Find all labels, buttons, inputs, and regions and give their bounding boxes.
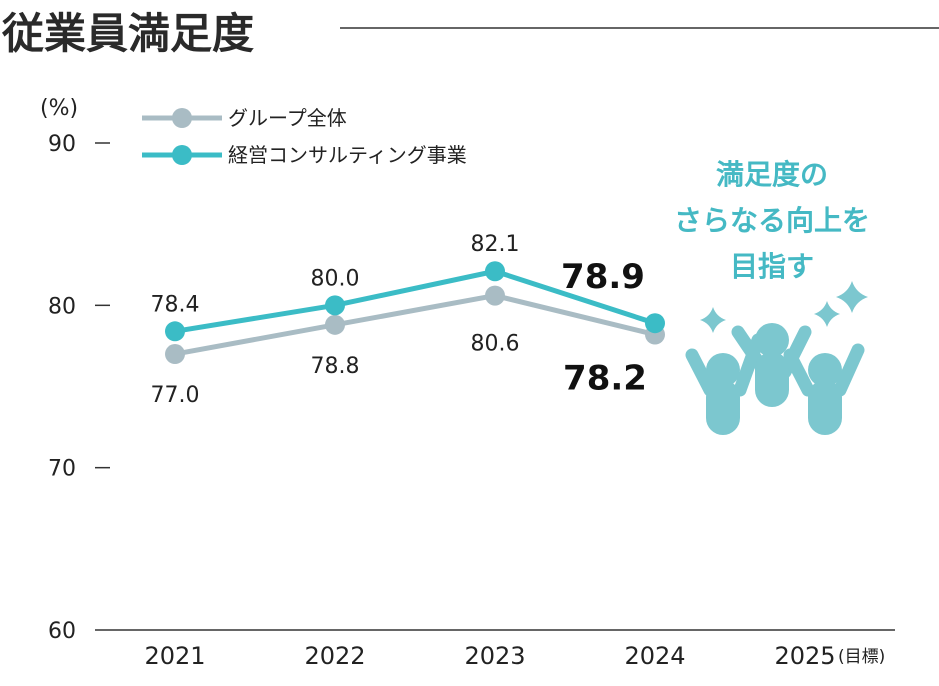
x-tick-label: 2024: [624, 642, 685, 670]
person-arms: [685, 325, 865, 397]
data-label: 78.2: [563, 359, 647, 399]
x-tick-label: 2025: [774, 642, 835, 670]
data-point: [165, 321, 185, 342]
series-line-consulting: [174, 268, 656, 334]
legend-label: 経営コンサルティング事業: [228, 143, 467, 167]
data-point: [165, 344, 185, 365]
person-body: [706, 380, 740, 435]
chart-title: 従業員満足度: [1, 9, 254, 58]
data-label: 78.8: [311, 354, 360, 379]
y-axis-unit: (%): [40, 96, 78, 121]
series-line-group: [174, 293, 656, 357]
y-tick-label: 90: [48, 132, 76, 157]
data-label: 78.9: [561, 257, 645, 297]
data-point: [325, 295, 345, 316]
sparkle-icon: [814, 301, 840, 327]
data-label: 82.1: [471, 232, 520, 257]
legend-marker: [172, 108, 192, 128]
person-head: [808, 353, 842, 387]
data-label: 78.4: [151, 292, 200, 317]
goal-message-line: 目指す: [730, 250, 814, 283]
person-body: [808, 380, 842, 435]
x-tick-label: 2023: [464, 642, 525, 670]
goal-message-line: さらなる向上を: [674, 204, 870, 237]
person-head: [755, 323, 789, 357]
person-body: [755, 352, 789, 407]
y-tick-label: 80: [48, 294, 76, 319]
x-tick-label: 2021: [144, 642, 205, 670]
data-point: [485, 261, 505, 282]
sparkle-icon: [700, 307, 726, 333]
celebrating-people-icon: [685, 281, 868, 435]
data-label: 80.6: [471, 332, 520, 357]
data-label: 77.0: [151, 383, 200, 408]
data-point: [485, 285, 505, 306]
data-point: [645, 313, 665, 334]
sparkle-icon: [836, 281, 868, 313]
legend-marker: [172, 145, 192, 165]
data-label: 80.0: [311, 266, 360, 291]
y-tick-label: 60: [48, 619, 76, 644]
target-note: (目標): [838, 647, 885, 667]
person-head: [706, 353, 740, 387]
x-tick-label: 2022: [304, 642, 365, 670]
data-point: [325, 314, 345, 335]
y-tick-label: 70: [48, 457, 76, 482]
legend-label: グループ全体: [228, 106, 347, 130]
goal-message-line: 満足度の: [716, 158, 828, 191]
